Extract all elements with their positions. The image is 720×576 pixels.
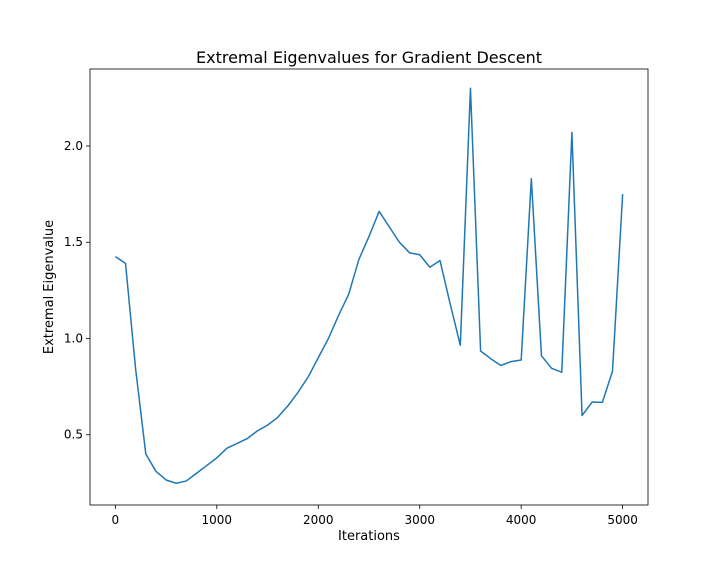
- axis-ticks: 0 1000 2000 3000 4000 5000 0.5 1.0 1.5 2.0: [64, 139, 638, 527]
- x-tick-label: 3000: [404, 513, 435, 527]
- y-tick-label: 2.0: [64, 139, 83, 153]
- y-tick-label: 1.5: [64, 235, 83, 249]
- x-tick-label: 0: [112, 513, 120, 527]
- x-tick-label: 4000: [506, 513, 537, 527]
- chart-title: Extremal Eigenvalues for Gradient Descen…: [196, 48, 542, 67]
- series-line: [114, 87, 624, 484]
- y-tick-label: 1.0: [64, 331, 83, 345]
- plot-area: [89, 68, 649, 506]
- y-tick-label: 0.5: [64, 428, 83, 442]
- x-tick-label: 5000: [607, 513, 638, 527]
- x-tick-label: 2000: [303, 513, 334, 527]
- x-tick-label: 1000: [202, 513, 233, 527]
- x-axis-label: Iterations: [338, 529, 400, 544]
- y-axis-label: Extremal Eigenvalue: [42, 220, 57, 354]
